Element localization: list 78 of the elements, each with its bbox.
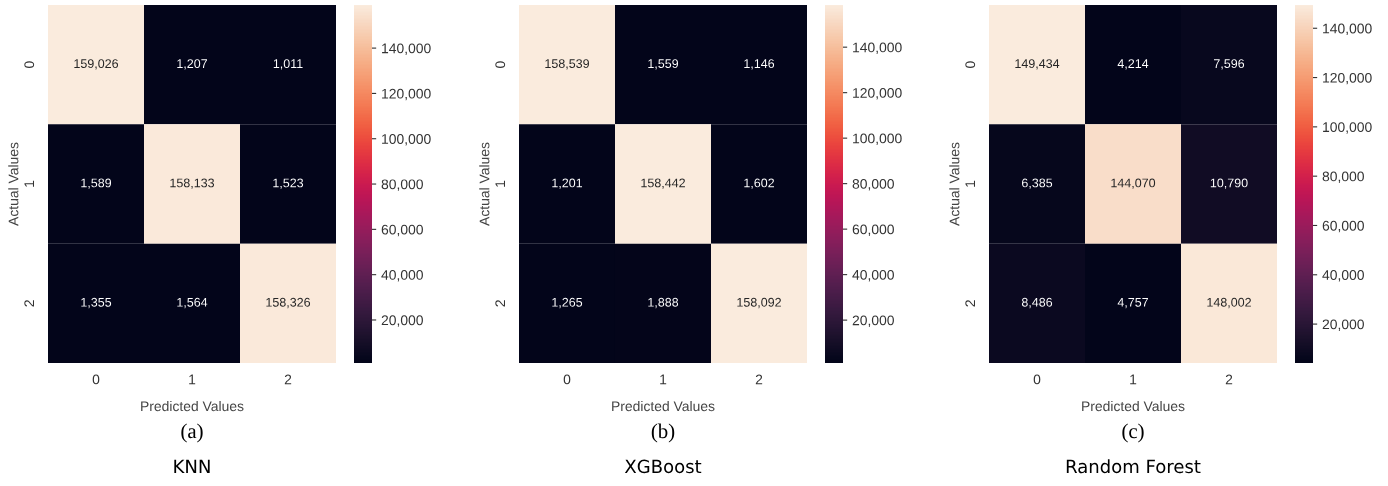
- color-bar-label: 120,000: [382, 88, 431, 101]
- data-label: 8,486: [1021, 297, 1053, 309]
- data-label: 1,207: [177, 59, 208, 70]
- y-tick-label: 0: [24, 61, 35, 68]
- y-tick-label: 1: [24, 180, 35, 187]
- y-tick-label: 2: [495, 300, 506, 307]
- data-label: 4,757: [1117, 297, 1149, 309]
- y-tick-label: 2: [24, 300, 35, 307]
- color-bar-label: 140,000: [382, 43, 431, 55]
- x-axis-title: Predicted Values: [1082, 400, 1185, 412]
- data-label: 4,214: [1117, 59, 1149, 70]
- data-label: 1,146: [744, 59, 775, 70]
- data-label: 1,011: [273, 59, 303, 70]
- color-bar-label: 60,000: [852, 224, 894, 236]
- data-label: 158,326: [266, 297, 311, 309]
- data-label: 1,589: [81, 178, 112, 189]
- data-label: 6,385: [1022, 178, 1053, 189]
- y-tick-label: 1: [965, 180, 976, 187]
- color-bar-label: 120,000: [1323, 72, 1372, 85]
- y-tick-label: 2: [965, 300, 976, 307]
- color-bar-label: 120,000: [853, 87, 902, 100]
- color-bar-label: 40,000: [381, 270, 423, 282]
- x-tick-label: 0: [563, 374, 571, 385]
- text: (a): [181, 423, 203, 443]
- data-label: 158,442: [641, 178, 685, 189]
- color-bar-label: 100,000: [1323, 122, 1372, 134]
- data-label: 1,559: [648, 59, 679, 70]
- x-tick-label: 2: [284, 374, 292, 385]
- color-bar-label: 100,000: [382, 134, 431, 146]
- color-bar-label: 20,000: [381, 315, 423, 327]
- data-label: 7,596: [1214, 59, 1245, 70]
- text: Random Forest: [1066, 459, 1201, 474]
- x-axis-title: Predicted Values: [612, 400, 715, 412]
- color-bar-label: 20,000: [1322, 319, 1364, 331]
- data-label: 158,539: [545, 59, 589, 70]
- x-tick-label: 1: [189, 374, 196, 385]
- y-tick-label: 0: [965, 61, 976, 68]
- x-tick-label: 1: [660, 374, 667, 385]
- y-axis-title: Actual Values: [479, 142, 490, 226]
- color-bar-label: 100,000: [853, 133, 902, 145]
- y-tick-label: 1: [495, 180, 506, 187]
- data-label: 148,002: [1207, 297, 1251, 309]
- color-bar-label: 80,000: [852, 178, 894, 191]
- y-tick-label: 0: [495, 61, 506, 68]
- data-label: 144,070: [1111, 178, 1156, 189]
- x-tick-label: 0: [92, 374, 100, 385]
- data-label: 149,434: [1015, 59, 1060, 70]
- color-bar-label: 40,000: [852, 269, 894, 282]
- x-tick-label: 2: [755, 374, 763, 385]
- x-tick-label: 2: [1225, 374, 1233, 385]
- data-label: 1,265: [552, 297, 583, 309]
- data-label: 10,790: [1210, 178, 1248, 189]
- data-label: 1,564: [177, 297, 208, 309]
- color-bar-label: 60,000: [381, 224, 423, 237]
- data-label: 158,133: [170, 178, 215, 189]
- color-bar-label: 20,000: [852, 315, 894, 327]
- data-label: 1,355: [81, 297, 112, 309]
- text: (c): [1122, 423, 1144, 443]
- color-bar-label: 60,000: [1322, 220, 1364, 233]
- x-tick-label: 0: [1033, 374, 1041, 385]
- text: (b): [651, 423, 675, 443]
- color-bar-label: 140,000: [853, 42, 902, 54]
- data-label: 1,523: [273, 178, 304, 189]
- x-tick-label: 1: [1130, 374, 1137, 385]
- y-axis-title: Actual Values: [949, 142, 960, 226]
- y-axis-title: Actual Values: [8, 142, 19, 226]
- x-axis-title: Predicted Values: [141, 400, 244, 412]
- data-label: 1,888: [648, 297, 679, 309]
- data-label: 1,201: [552, 178, 583, 189]
- data-label: 159,026: [74, 59, 119, 70]
- data-label: 158,092: [737, 297, 781, 309]
- data-label: 1,602: [744, 178, 775, 189]
- text: KNN: [174, 459, 210, 473]
- color-bar-label: 80,000: [1322, 171, 1364, 183]
- color-bar-label: 80,000: [381, 179, 423, 191]
- color-bar-label: 140,000: [1323, 23, 1372, 36]
- text: XGBoost: [624, 459, 702, 474]
- color-bar-label: 40,000: [1322, 270, 1364, 282]
